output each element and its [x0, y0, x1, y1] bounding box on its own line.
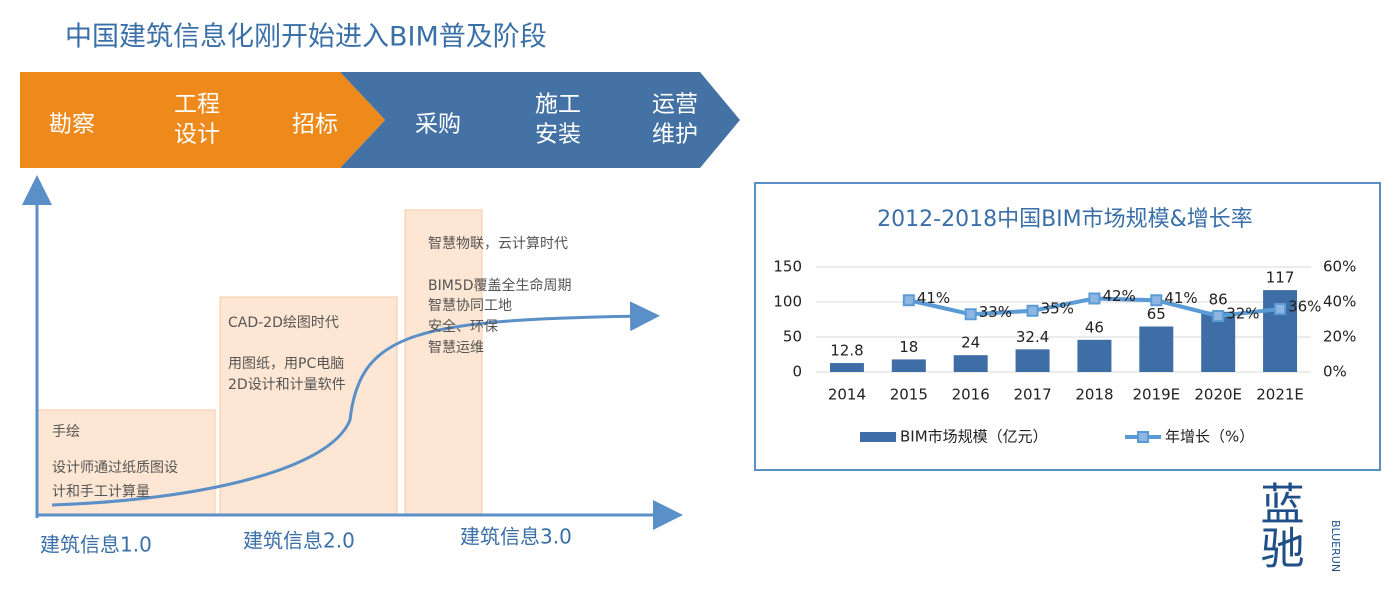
stage-label: 维护: [652, 122, 698, 148]
stage-label: 招标: [292, 112, 338, 138]
legend-label: BIM市场规模（亿元）: [900, 428, 1048, 446]
line-value-label: 36%: [1288, 298, 1321, 316]
era-text: CAD-2D绘图时代: [228, 315, 339, 331]
bar-value-label: 65: [1147, 305, 1166, 323]
line-value-label: 35%: [1041, 299, 1074, 317]
watermark-logo: 蓝驰: [1253, 481, 1304, 569]
y2-tick-label: 60%: [1323, 258, 1356, 276]
x-tick-label: 2015: [890, 386, 928, 404]
line-marker: [1274, 303, 1287, 315]
bar-value-label: 117: [1266, 269, 1295, 287]
line-value-label: 41%: [1164, 289, 1197, 307]
stage-label: 采购: [415, 112, 461, 138]
era-text: 计和手工计算量: [52, 484, 150, 500]
stage-label: 安装: [535, 122, 581, 148]
x-tick-label: 2014: [828, 386, 866, 404]
bar-value-label: 46: [1085, 318, 1104, 336]
era-text: 智慧运维: [428, 340, 484, 356]
bar-value-label: 18: [899, 338, 918, 356]
bar-value-label: 32.4: [1016, 328, 1049, 346]
arrow-orange: [20, 72, 385, 168]
bar: [1015, 349, 1050, 372]
line-value-label: 32%: [1226, 305, 1259, 323]
stage-label: 运营: [652, 92, 698, 118]
bar: [1139, 326, 1174, 372]
legend-swatch: [860, 432, 896, 442]
bar: [829, 363, 864, 372]
era-label: 建筑信息1.0: [40, 533, 152, 557]
x-tick-label: 2018: [1075, 386, 1113, 404]
line-value-label: 33%: [979, 303, 1012, 321]
era-box: [37, 409, 216, 516]
bar-value-label: 24: [961, 334, 980, 352]
bar: [891, 359, 926, 372]
y-tick-label: 100: [773, 293, 802, 311]
era-label: 建筑信息3.0: [460, 525, 572, 549]
y2-tick-label: 40%: [1323, 293, 1356, 311]
x-tick-label: 2020E: [1194, 386, 1242, 404]
era-text: 智慧协同工地: [428, 298, 512, 314]
stage-label: 设计: [174, 122, 220, 148]
y-tick-label: 0: [792, 363, 802, 381]
x-tick-label: 2021E: [1256, 386, 1304, 404]
x-tick-label: 2017: [1013, 386, 1051, 404]
line-value-label: 42%: [1102, 287, 1135, 305]
line-value-label: 41%: [917, 289, 950, 307]
y-tick-label: 150: [773, 258, 802, 276]
legend-label: 年增长（%）: [1165, 428, 1254, 446]
line-marker: [1150, 294, 1163, 307]
line-marker: [1088, 292, 1101, 305]
x-tick-label: 2019E: [1132, 386, 1180, 404]
stage-label: 施工: [535, 92, 581, 118]
line-marker: [964, 308, 977, 321]
growth-curve: [51, 301, 660, 507]
watermark-brand: BLUERUN: [1329, 520, 1342, 572]
era-label: 建筑信息2.0: [243, 529, 355, 553]
era-text: 智慧物联，云计算时代: [428, 236, 568, 252]
era-text: 2D设计和计量软件: [228, 377, 346, 393]
legend-swatch: [1137, 431, 1149, 443]
y2-tick-label: 20%: [1323, 328, 1356, 346]
y-tick-label: 50: [783, 328, 802, 346]
watermark: 蓝驰 BLUERUN: [1253, 481, 1343, 572]
x-tick-label: 2016: [952, 386, 990, 404]
bar-value-label: 12.8: [830, 342, 863, 360]
bar-value-label: 86: [1209, 290, 1228, 308]
y2-tick-label: 0%: [1323, 363, 1347, 381]
line-marker: [1212, 310, 1225, 322]
stage-label: 工程: [174, 92, 220, 118]
era-text: 手绘: [52, 424, 80, 440]
slide-title: 中国建筑信息化刚开始进入BIM普及阶段: [65, 22, 547, 53]
chart-title: 2012-2018中国BIM市场规模&增长率: [877, 207, 1253, 232]
era-text: 用图纸，用PC电脑: [228, 356, 344, 372]
stage-label: 勘察: [49, 112, 95, 138]
bar: [953, 355, 988, 372]
era-text: 设计师通过纸质图设: [52, 460, 178, 476]
line-marker: [902, 294, 915, 307]
era-text: 安全、环保: [428, 318, 498, 335]
era-box: [404, 209, 483, 516]
arrow-blue: [340, 72, 740, 168]
bar: [1077, 339, 1112, 372]
era-text: BIM5D覆盖全生命周期: [428, 277, 572, 294]
line-marker: [1026, 304, 1039, 317]
